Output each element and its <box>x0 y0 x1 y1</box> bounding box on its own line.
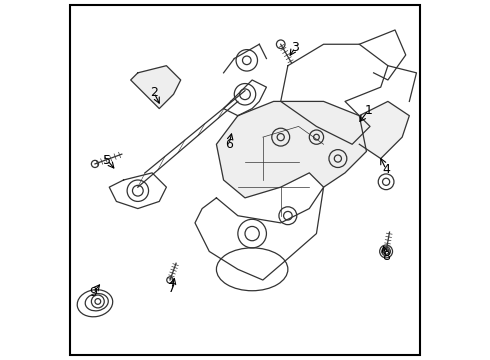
Text: 6: 6 <box>225 138 233 151</box>
Polygon shape <box>359 102 409 158</box>
Text: 8: 8 <box>382 250 390 263</box>
Text: 5: 5 <box>103 154 111 167</box>
Polygon shape <box>131 66 181 109</box>
Text: 3: 3 <box>291 41 299 54</box>
Text: 2: 2 <box>150 86 158 99</box>
Polygon shape <box>217 102 367 198</box>
Text: 9: 9 <box>89 286 97 299</box>
Text: 7: 7 <box>168 283 176 296</box>
Text: 1: 1 <box>364 104 372 117</box>
Text: 4: 4 <box>382 163 390 176</box>
